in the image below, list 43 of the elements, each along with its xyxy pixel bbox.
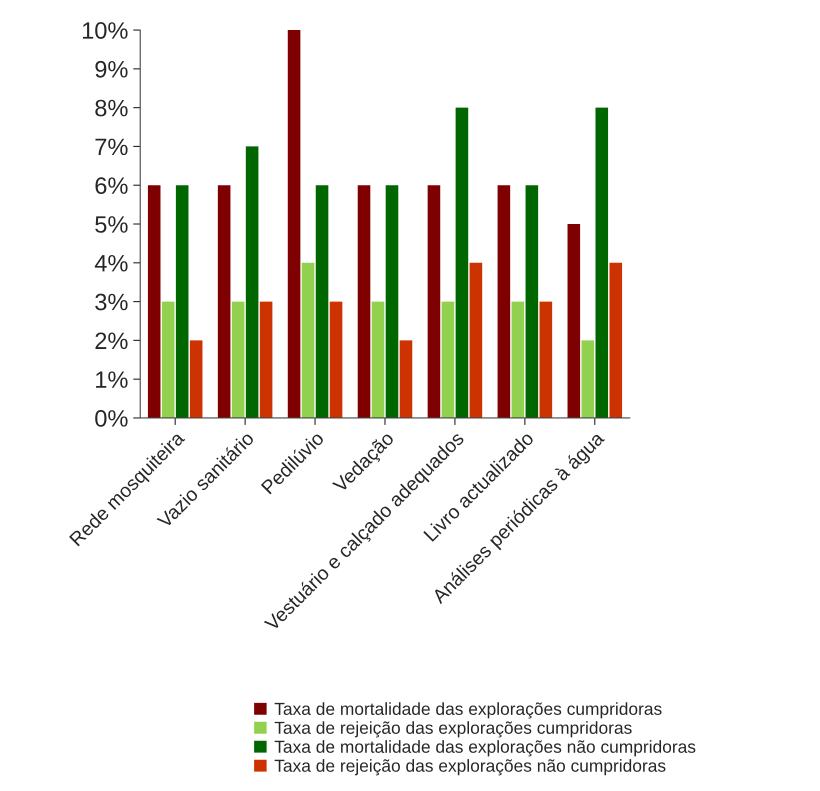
bar (162, 302, 174, 418)
bar (176, 185, 188, 418)
bar (540, 302, 552, 418)
bar (428, 185, 440, 418)
y-tick-label: 7% (96, 138, 128, 156)
bar (148, 185, 160, 418)
bar (232, 302, 244, 418)
legend-label: Taxa de mortalidade das explorações não cumpridoras (274, 740, 696, 756)
bar (358, 185, 370, 418)
bar (302, 262, 314, 418)
bar (582, 340, 594, 418)
bar (372, 302, 384, 418)
bar (526, 185, 538, 418)
legend-label: Taxa de rejeição das explorações cumpridoras (274, 721, 632, 738)
bar (330, 302, 342, 418)
y-tick-label: 0% (95, 410, 128, 427)
legend-label: Taxa de mortalidade das explorações cumpridoras (274, 702, 662, 719)
y-tick-label: 10% (82, 22, 128, 39)
bar (470, 262, 482, 418)
bar (218, 185, 230, 418)
bar (246, 146, 258, 418)
y-tick-label: 4% (94, 254, 128, 272)
bar (498, 185, 510, 418)
y-tick-label: 5% (95, 216, 128, 233)
y-tick-label: 9% (95, 60, 128, 78)
y-tick-label: 6% (95, 177, 128, 194)
bar (595, 108, 608, 418)
bar (609, 262, 622, 418)
bar (568, 224, 580, 418)
bar (442, 302, 454, 418)
bar (316, 185, 328, 418)
bar (456, 108, 468, 418)
bar (190, 340, 202, 418)
y-tick-label: 3% (95, 294, 128, 310)
bar (400, 340, 412, 418)
bar (288, 30, 300, 418)
legend-label: Taxa de rejeição das explorações não cumpridoras (274, 759, 666, 776)
bar (386, 185, 398, 418)
bar (260, 302, 272, 418)
y-tick-label: 2% (95, 332, 128, 350)
bar (512, 302, 524, 418)
y-tick-label: 1% (96, 371, 128, 388)
y-tick-label: 8% (95, 100, 128, 116)
